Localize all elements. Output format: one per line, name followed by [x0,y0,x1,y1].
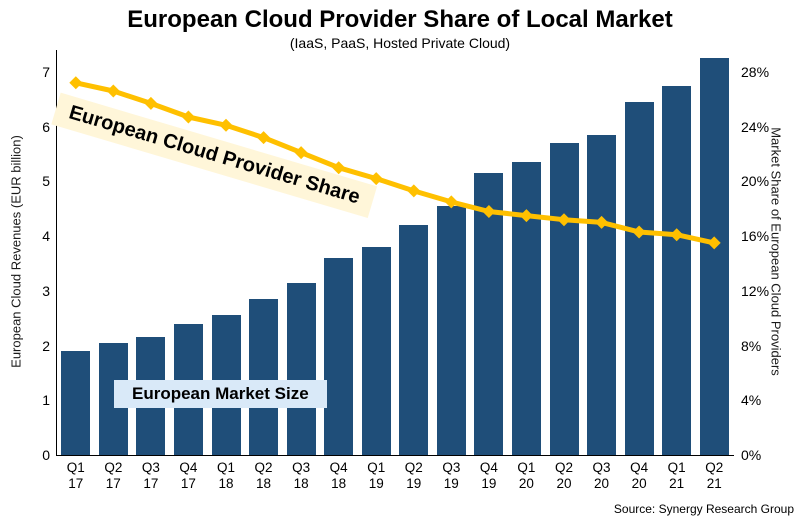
x-axis-label-q2-19: Q2 19 [404,460,423,491]
bar-q1-17 [61,351,91,455]
left-axis-tick-label: 4 [42,228,50,245]
x-axis-label-q1-18: Q1 18 [216,460,235,491]
line-marker-q4-17 [181,110,195,124]
chart-title: European Cloud Provider Share of Local M… [127,6,673,33]
line-marker-q1-19 [369,172,383,186]
bar-q3-19 [436,205,466,455]
bar-q2-18 [249,299,279,455]
line-marker-q2-18 [257,131,271,145]
bar-series-label: European Market Size [114,380,327,408]
line-marker-q3-18 [294,146,308,160]
bar-q1-21 [662,85,692,455]
left-axis-tick-label: 6 [42,118,50,135]
y-axis-line [56,50,57,456]
plot-area: European Market Size [57,50,733,455]
bar-q4-19 [474,173,504,455]
bar-q1-19 [361,247,391,455]
x-axis-label-q4-17: Q4 17 [179,460,198,491]
x-axis-label-q1-21: Q1 21 [667,460,686,491]
left-axis-tick-label: 2 [42,337,50,354]
x-axis-line [56,455,734,456]
right-axis-title: Market Share of European Cloud Providers [768,127,784,376]
bar-q2-19 [399,225,429,455]
line-marker-q3-17 [144,96,158,110]
left-axis-tick-label: 3 [42,282,50,299]
x-axis-label-q4-18: Q4 18 [329,460,348,491]
x-axis-label-q2-17: Q2 17 [104,460,123,491]
x-axis-label-q2-21: Q2 21 [705,460,724,491]
source-note: Source: Synergy Research Group [613,502,794,516]
line-marker-q2-17 [106,84,120,98]
x-axis-label-q1-19: Q1 19 [367,460,386,491]
line-marker-q4-18 [332,161,346,175]
x-axis-label-q2-18: Q2 18 [254,460,273,491]
bar-q4-20 [624,102,654,455]
bar-q3-20 [587,134,617,455]
line-marker-q2-19 [407,184,421,198]
left-axis-tick-label: 5 [42,173,50,190]
x-axis-label-q2-20: Q2 20 [554,460,573,491]
bar-q2-20 [549,143,579,455]
left-axis-tick-label: 1 [42,392,50,409]
x-axis-label-q3-19: Q3 19 [442,460,461,491]
x-axis-label-q3-18: Q3 18 [292,460,311,491]
line-marker-q1-17 [69,76,83,90]
left-axis-tick-label: 0 [42,447,50,463]
x-axis-label-q3-17: Q3 17 [141,460,160,491]
bar-q1-20 [511,162,541,455]
bar-q3-18 [286,282,316,455]
bar-q4-18 [324,257,354,455]
line-marker-q1-18 [219,118,233,132]
x-axis-label-q3-20: Q3 20 [592,460,611,491]
x-axis-label-q1-20: Q1 20 [517,460,536,491]
x-axis-label-q4-19: Q4 19 [479,460,498,491]
left-axis-tick-label: 7 [42,63,50,80]
left-axis-title: European Cloud Revenues (EUR billion) [8,135,24,368]
chart-subtitle: (IaaS, PaaS, Hosted Private Cloud) [289,35,511,51]
bar-q2-21 [699,58,729,455]
x-axis-label-q1-17: Q1 17 [66,460,85,491]
x-axis-label-q4-20: Q4 20 [630,460,649,491]
